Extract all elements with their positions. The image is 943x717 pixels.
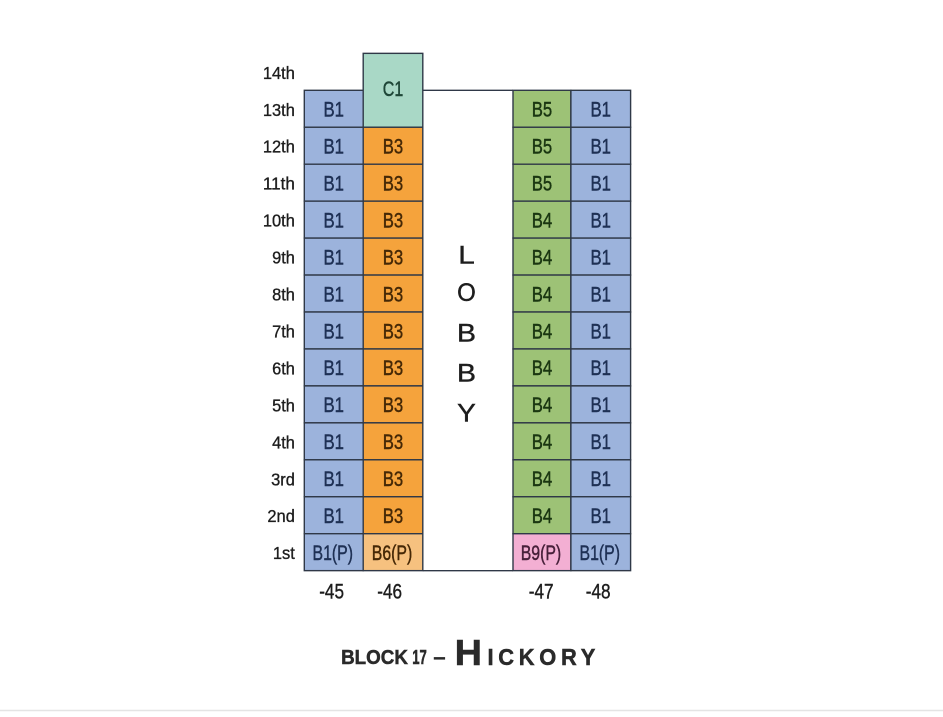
- svg-text:B1(P): B1(P): [313, 542, 354, 565]
- svg-text:B4: B4: [532, 246, 553, 269]
- svg-text:-48: -48: [586, 580, 611, 603]
- svg-text:B1: B1: [324, 136, 345, 159]
- svg-text:B1: B1: [591, 468, 612, 491]
- svg-text:B1: B1: [324, 209, 345, 232]
- svg-text:B4: B4: [532, 394, 553, 417]
- svg-text:B1: B1: [324, 172, 345, 195]
- svg-text:9th: 9th: [272, 248, 295, 268]
- svg-text:B1: B1: [324, 283, 345, 306]
- svg-text:B1: B1: [324, 246, 345, 269]
- svg-text:2nd: 2nd: [267, 506, 295, 526]
- svg-text:5th: 5th: [272, 395, 295, 415]
- svg-text:17: 17: [412, 647, 427, 669]
- svg-text:H: H: [455, 632, 482, 673]
- svg-text:B1: B1: [324, 99, 345, 122]
- svg-text:B4: B4: [532, 320, 553, 343]
- svg-text:B1: B1: [324, 394, 345, 417]
- svg-text:B3: B3: [383, 431, 404, 454]
- svg-text:B1: B1: [324, 505, 345, 528]
- svg-text:B6(P): B6(P): [372, 542, 413, 565]
- svg-text:8th: 8th: [272, 285, 295, 305]
- svg-text:C1: C1: [383, 78, 404, 101]
- svg-text:L: L: [458, 242, 475, 270]
- svg-text:B1: B1: [324, 431, 345, 454]
- svg-text:B3: B3: [383, 394, 404, 417]
- svg-text:B1: B1: [591, 394, 612, 417]
- svg-text:-46: -46: [377, 580, 402, 603]
- svg-text:O: O: [457, 279, 476, 307]
- svg-text:B9(P): B9(P): [521, 542, 562, 565]
- svg-text:10th: 10th: [263, 211, 295, 231]
- svg-text:B1: B1: [591, 505, 612, 528]
- svg-text:B1: B1: [591, 283, 612, 306]
- svg-text:-45: -45: [319, 580, 344, 603]
- svg-text:B1: B1: [591, 320, 612, 343]
- svg-text:B1(P): B1(P): [580, 542, 621, 565]
- svg-text:11th: 11th: [263, 174, 295, 194]
- svg-text:Y: Y: [457, 399, 476, 427]
- svg-text:BLOCK: BLOCK: [341, 647, 408, 669]
- svg-text:B1: B1: [591, 209, 612, 232]
- svg-text:6th: 6th: [272, 358, 295, 378]
- svg-text:ICKORY: ICKORY: [488, 644, 601, 670]
- svg-text:B3: B3: [383, 172, 404, 195]
- svg-text:-47: -47: [529, 580, 554, 603]
- svg-text:B4: B4: [532, 505, 553, 528]
- svg-text:B5: B5: [532, 99, 553, 122]
- svg-text:4th: 4th: [272, 432, 295, 452]
- svg-text:B1: B1: [591, 136, 612, 159]
- svg-text:B4: B4: [532, 209, 553, 232]
- svg-text:B3: B3: [383, 246, 404, 269]
- svg-text:B: B: [457, 320, 476, 348]
- svg-text:B5: B5: [532, 172, 553, 195]
- svg-text:B4: B4: [532, 357, 553, 380]
- svg-text:13th: 13th: [263, 100, 295, 120]
- svg-text:B4: B4: [532, 431, 553, 454]
- svg-text:3rd: 3rd: [271, 469, 295, 489]
- svg-text:B1: B1: [591, 431, 612, 454]
- svg-text:B5: B5: [532, 136, 553, 159]
- svg-text:B3: B3: [383, 209, 404, 232]
- svg-text:12th: 12th: [263, 137, 295, 157]
- svg-text:B3: B3: [383, 357, 404, 380]
- svg-text:B4: B4: [532, 468, 553, 491]
- svg-text:B3: B3: [383, 505, 404, 528]
- svg-text:B3: B3: [383, 136, 404, 159]
- svg-text:B: B: [457, 360, 476, 388]
- svg-text:B1: B1: [324, 468, 345, 491]
- svg-text:B3: B3: [383, 320, 404, 343]
- svg-text:B1: B1: [591, 172, 612, 195]
- svg-text:B3: B3: [383, 468, 404, 491]
- svg-text:B3: B3: [383, 283, 404, 306]
- svg-text:B4: B4: [532, 283, 553, 306]
- svg-text:7th: 7th: [272, 321, 295, 341]
- svg-text:B1: B1: [591, 357, 612, 380]
- svg-text:1st: 1st: [273, 543, 295, 563]
- svg-text:B1: B1: [324, 320, 345, 343]
- svg-text:B1: B1: [324, 357, 345, 380]
- svg-text:B1: B1: [591, 246, 612, 269]
- svg-text:B1: B1: [591, 99, 612, 122]
- svg-text:14th: 14th: [263, 63, 295, 83]
